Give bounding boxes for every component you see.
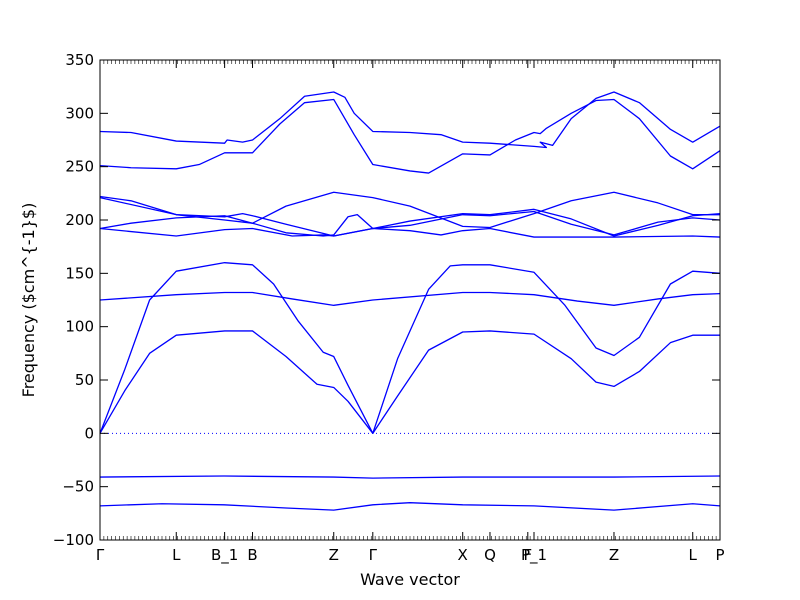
- x-tick-label: L: [172, 546, 181, 564]
- band-line-5: [99, 291, 721, 306]
- y-tick-label: 0: [84, 424, 94, 442]
- x-axis-label: Wave vector: [360, 570, 460, 589]
- x-tick-label: Γ: [369, 546, 378, 564]
- y-tick-label: 100: [65, 318, 94, 336]
- band-line-10: [99, 98, 721, 174]
- x-tick-label: Γ: [96, 546, 105, 564]
- band-line-6: [99, 227, 721, 238]
- y-tick-label: 250: [65, 158, 94, 176]
- y-tick-label: 50: [75, 371, 94, 389]
- y-tick-label: 300: [65, 104, 94, 122]
- y-tick-label: 150: [65, 264, 94, 282]
- x-tick-label: Q: [484, 546, 496, 564]
- y-axis-label: Frequency ($cm^{-1}$): [19, 203, 38, 398]
- band-line-4: [99, 262, 721, 434]
- y-tick-label: −50: [62, 478, 94, 496]
- x-tick-label: P: [715, 546, 724, 564]
- x-tick-label: B_1: [211, 546, 238, 565]
- plot-frame: [99, 59, 721, 541]
- y-tick-label: 350: [65, 51, 94, 69]
- x-tick-label: F: [523, 546, 532, 564]
- band-line-3: [99, 330, 720, 434]
- band-line-8: [99, 191, 720, 229]
- x-tick-label: Z: [609, 546, 619, 564]
- x-tick-label: Z: [329, 546, 339, 564]
- band-line-1: [99, 502, 721, 511]
- band-line-2: [99, 475, 721, 479]
- x-tick-label: P_1: [521, 546, 547, 565]
- y-tick-label: −100: [53, 531, 94, 549]
- band-series-layer: [99, 91, 721, 511]
- x-tick-label: X: [458, 546, 468, 564]
- band-line-11: [99, 91, 721, 149]
- x-tick-label: B: [247, 546, 257, 564]
- band-line-9: [99, 195, 721, 237]
- x-tick-label: L: [689, 546, 698, 564]
- y-tick-label: 200: [65, 211, 94, 229]
